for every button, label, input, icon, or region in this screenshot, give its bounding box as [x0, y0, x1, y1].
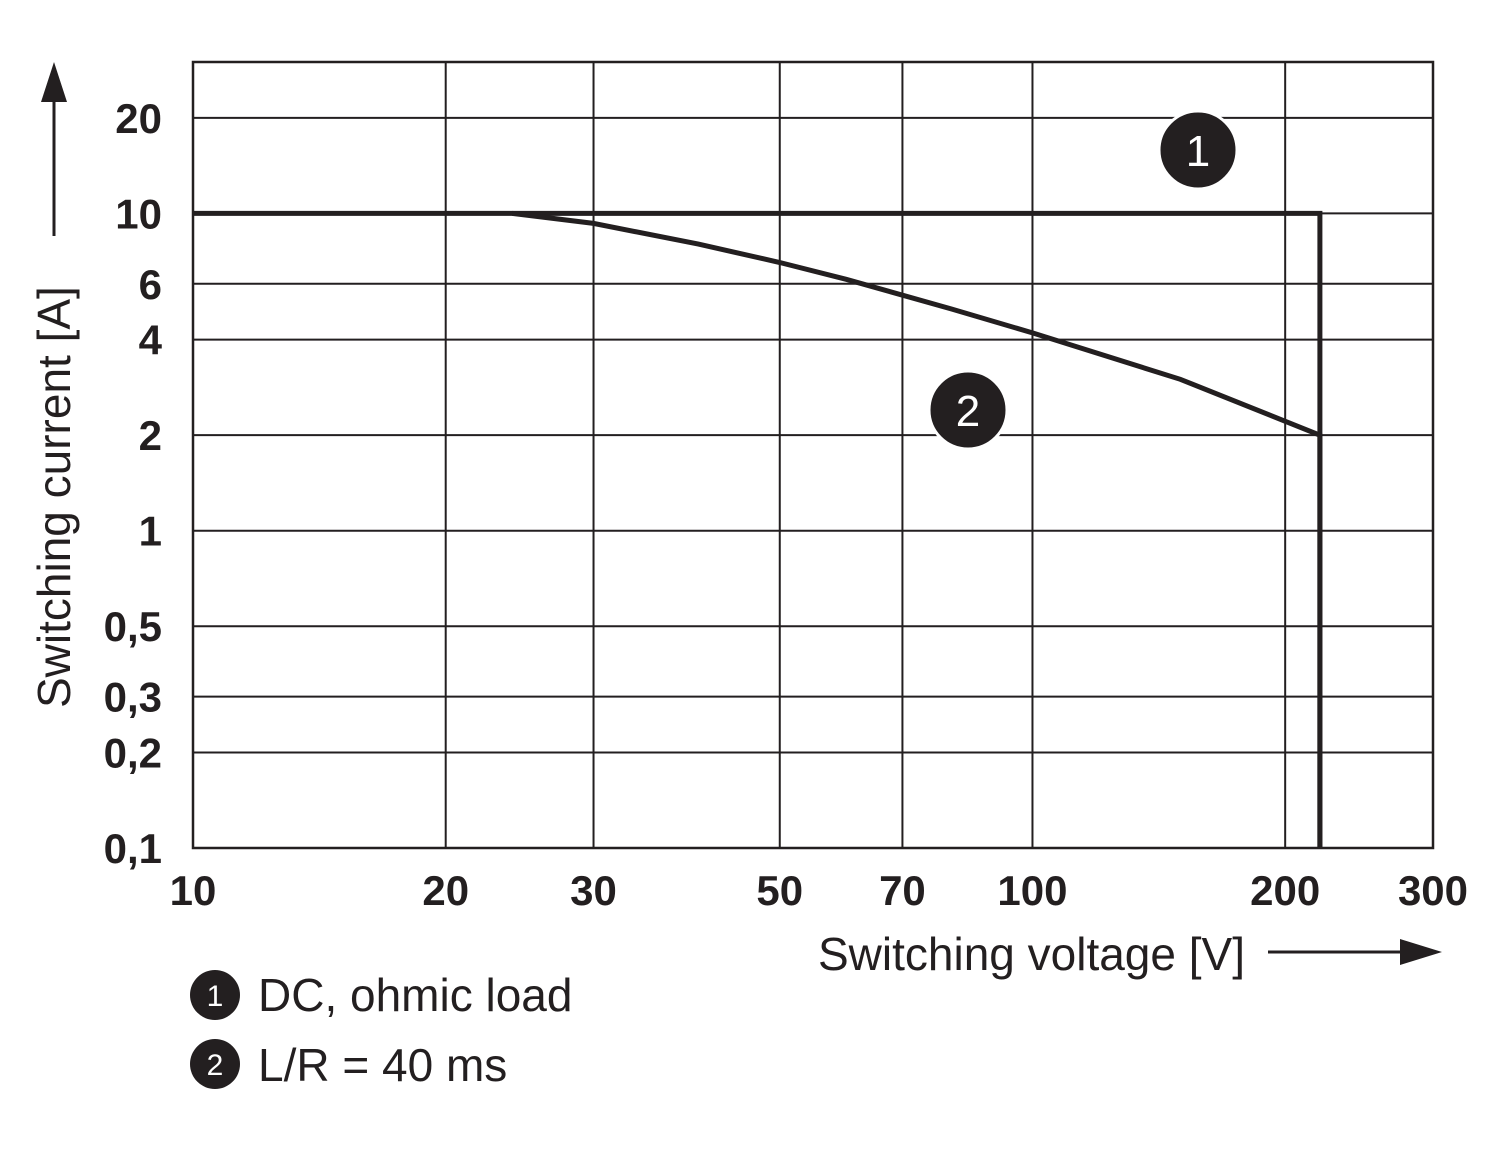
curve-marker-1-label: 1: [1186, 127, 1210, 176]
curve-marker-2-label: 2: [956, 387, 980, 436]
y-axis-title: Switching current [A]: [28, 286, 80, 708]
legend-item-2: 2 L/R = 40 ms: [190, 1039, 507, 1091]
x-tick-labels: 10 20 30 50 70 100 200 300: [170, 867, 1468, 914]
y-tick-label: 2: [139, 412, 162, 459]
legend-label-1: DC, ohmic load: [258, 969, 572, 1021]
x-tick-label: 300: [1398, 867, 1468, 914]
x-axis-title: Switching voltage [V]: [818, 928, 1245, 980]
legend-label-2: L/R = 40 ms: [258, 1039, 507, 1091]
x-tick-label: 70: [879, 867, 926, 914]
legend-marker-1: 1: [207, 980, 224, 1013]
y-tick-label: 20: [115, 95, 162, 142]
y-tick-label: 0,2: [104, 729, 162, 776]
x-axis-title-group: Switching voltage [V]: [818, 928, 1442, 980]
x-tick-label: 50: [756, 867, 803, 914]
x-tick-label: 100: [997, 867, 1067, 914]
y-tick-label: 0,3: [104, 674, 162, 721]
plot-frame: [191, 60, 1435, 850]
series-line-2: [511, 210, 1323, 848]
y-tick-label: 6: [139, 261, 162, 308]
vertical-grid: [192, 62, 1434, 848]
legend: 1 DC, ohmic load 2 L/R = 40 ms: [190, 969, 572, 1091]
curve-marker-2: 2: [927, 369, 1009, 451]
x-axis-arrow-head: [1400, 939, 1442, 965]
y-tick-label: 4: [139, 317, 163, 364]
y-axis-title-group: Switching current [A]: [28, 62, 80, 708]
x-tick-label: 30: [570, 867, 617, 914]
x-tick-label: 200: [1250, 867, 1320, 914]
y-axis-arrow-head: [41, 62, 67, 102]
y-tick-label: 10: [115, 190, 162, 237]
x-tick-label: 10: [170, 867, 217, 914]
horizontal-grid: [193, 116, 1433, 849]
series-layer: [193, 210, 1323, 848]
y-tick-label: 0,5: [104, 603, 162, 650]
y-tick-labels: 20 10 6 4 2 1 0,5 0,3 0,2 0,1: [104, 95, 163, 872]
y-tick-label: 0,1: [104, 825, 162, 872]
x-tick-label: 20: [422, 867, 469, 914]
legend-marker-2: 2: [207, 1049, 224, 1082]
y-tick-label: 1: [139, 508, 162, 555]
legend-item-1: 1 DC, ohmic load: [190, 969, 572, 1021]
curve-marker-1: 1: [1157, 109, 1239, 191]
